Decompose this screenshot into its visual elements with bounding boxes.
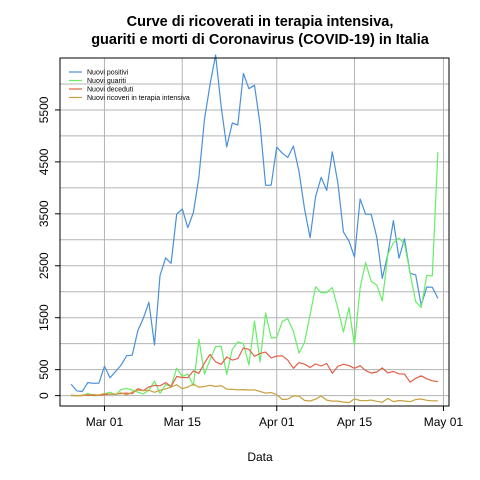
legend-label: Nuovi deceduti <box>87 87 134 94</box>
x-axis-label: Data <box>247 450 273 464</box>
y-tick-label: 3500 <box>37 200 51 227</box>
legend-label: Nuovi guariti <box>87 78 126 85</box>
x-tick-label: Mar 01 <box>86 415 124 429</box>
chart-title-line-1: Curve di ricoverati in terapia intensiva… <box>127 14 394 30</box>
plot-frame <box>59 57 450 407</box>
y-tick-label: 5500 <box>37 96 51 123</box>
x-tick-label: Apr 15 <box>337 415 373 429</box>
legend-label: Nuovi positivi <box>87 70 129 77</box>
x-tick-label: Mar 15 <box>164 415 202 429</box>
x-tick-label: Apr 01 <box>259 415 295 429</box>
y-tick-label: 4500 <box>37 148 51 175</box>
y-tick-label: 0 <box>37 392 51 399</box>
grid-lines <box>60 58 449 406</box>
series-line-2 <box>71 347 438 397</box>
x-tick-label: May 01 <box>424 415 464 429</box>
y-tick-label: 500 <box>37 359 51 379</box>
series-lines <box>70 54 439 404</box>
y-tick-label: 1500 <box>37 304 51 331</box>
series-line-3 <box>71 383 438 404</box>
y-axis: 0 500 1500 2500 3500 4500 5500 <box>37 96 60 399</box>
series-line-1 <box>71 151 439 397</box>
y-tick-label: 2500 <box>37 252 51 279</box>
legend-label: Nuovi ricoveri in terapia intensiva <box>87 95 190 102</box>
series-line-0 <box>70 54 439 393</box>
chart-title-line-2: guariti e morti di Coronavirus (COVID-19… <box>91 32 430 48</box>
x-axis: Mar 01 Mar 15 Apr 01 Apr 15 May 01 <box>86 406 464 429</box>
